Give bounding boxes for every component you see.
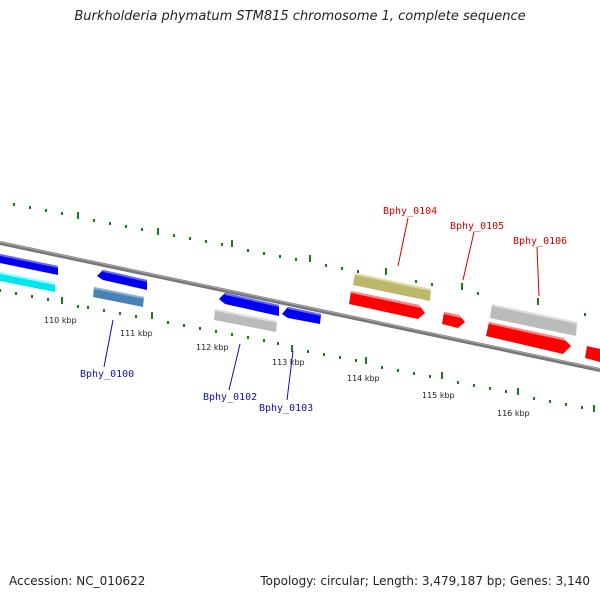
kbp-label: 111 kbp [120, 329, 153, 338]
gene-feature[interactable] [93, 287, 144, 307]
kbp-label: 116 kbp [497, 409, 530, 418]
gene-feature[interactable] [0, 254, 58, 275]
gene-feature[interactable] [486, 322, 571, 354]
map-title: Burkholderia phymatum STM815 chromosome … [74, 9, 526, 24]
kbp-label: 110 kbp [44, 316, 77, 325]
gene-label[interactable]: Bphy_0106 [513, 236, 567, 247]
outer-tick-ring [13, 203, 586, 316]
gene-feature[interactable] [349, 291, 425, 319]
gene-feature[interactable] [214, 309, 277, 332]
gene-label[interactable]: Bphy_0100 [80, 369, 134, 380]
kbp-label: 112 kbp [196, 343, 229, 352]
leader-line [286, 350, 294, 401]
leader-line [397, 217, 409, 267]
leader-line [536, 246, 540, 297]
gene-feature[interactable] [97, 270, 147, 290]
kbp-label: 114 kbp [347, 374, 380, 383]
leader-line [228, 343, 241, 391]
inner-tick-ring [0, 289, 595, 412]
gene-label[interactable]: Bphy_0102 [203, 392, 257, 403]
gene-label[interactable]: Bphy_0105 [450, 221, 504, 232]
gene-feature[interactable] [490, 304, 577, 336]
accession-text: Accession: NC_010622 [9, 574, 146, 588]
leader-line [103, 319, 114, 368]
gene-label[interactable]: Bphy_0104 [383, 206, 437, 217]
summary-text: Topology: circular; Length: 3,479,187 bp… [260, 574, 590, 588]
gene-feature[interactable] [353, 273, 431, 301]
gene-feature[interactable] [219, 293, 279, 316]
backbone [0, 241, 600, 372]
gene-feature[interactable] [282, 307, 321, 324]
leader-line [462, 231, 475, 281]
kbp-label: 115 kbp [422, 391, 455, 400]
gene-feature[interactable] [0, 272, 55, 292]
gene-feature[interactable] [585, 346, 600, 362]
kbp-label: 113 kbp [272, 358, 305, 367]
gene-label[interactable]: Bphy_0103 [259, 403, 313, 414]
